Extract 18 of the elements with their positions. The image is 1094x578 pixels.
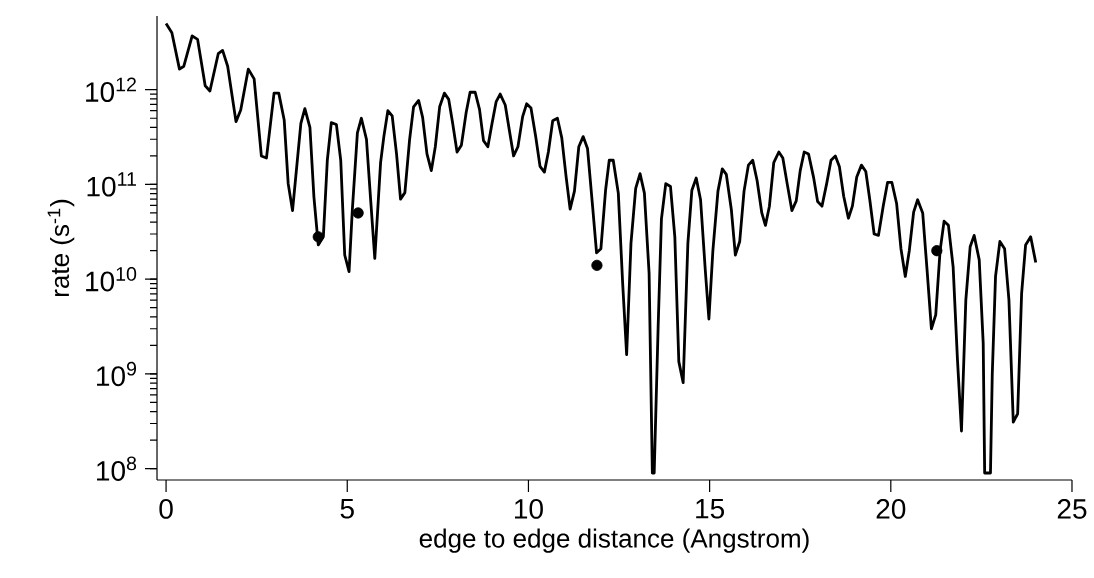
x-axis-title: edge to edge distance (Angstrom) [419, 528, 809, 553]
point [312, 231, 324, 243]
y-tick-label: 10$^{8}$ [97, 456, 137, 481]
x-tick-label: 25 [1057, 499, 1087, 519]
point [591, 259, 603, 271]
x-tick-label: 10 [515, 499, 543, 519]
point [931, 245, 943, 257]
y-tick-label: 10$^{11}$ [87, 172, 136, 197]
x-tick-label: 5 [340, 499, 354, 519]
y-tick-label: 10$^{10}$ [86, 267, 137, 292]
line-series [164, 22, 1038, 475]
x-tick-label: 15 [696, 499, 725, 519]
point [352, 207, 364, 219]
y-tick-label: 10$^{9}$ [97, 361, 137, 387]
x-tick-label: 0 [159, 499, 173, 519]
y-tick-label: 10$^{12}$ [86, 77, 136, 102]
x-tick-label: 20 [876, 499, 906, 519]
y-axis-title: rate (s$^{-1}$) [47, 199, 75, 297]
